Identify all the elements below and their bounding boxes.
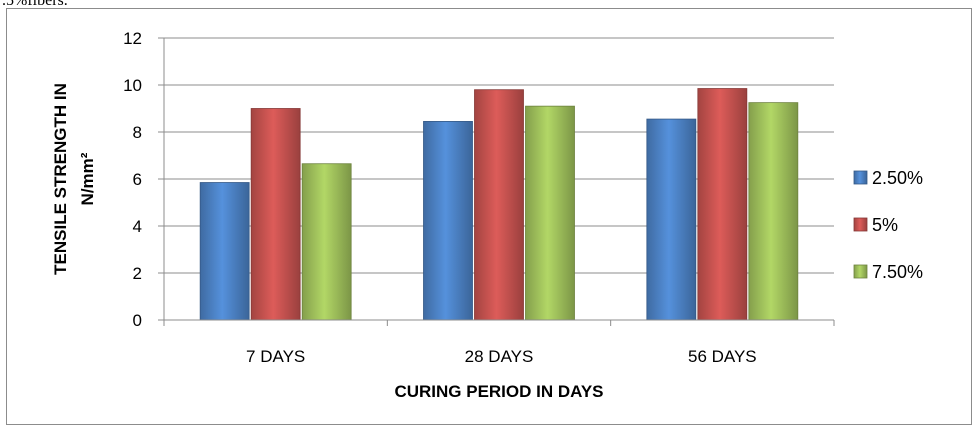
legend-label: 7.50%: [872, 262, 923, 282]
bar-2.50%-28-days: [423, 121, 473, 321]
bar-7.50%-28-days: [525, 105, 575, 321]
bar-2.50%-56-days: [646, 118, 697, 321]
y-tick-label: 8: [133, 123, 142, 142]
axes: [163, 38, 835, 326]
bars: [199, 88, 799, 321]
bar-7.50%-7-days: [301, 163, 352, 321]
bar-2.50%-7-days: [199, 182, 250, 321]
bar-5%-28-days: [474, 89, 524, 321]
x-tick-label: 7 DAYS: [246, 347, 305, 366]
x-tick-label: 56 DAYS: [688, 347, 757, 366]
cut-off-caption: .5%fibers.: [2, 0, 68, 9]
y-axis-title-line1: TENSILE STRENGTH IN: [51, 83, 70, 275]
legend-label: 2.50%: [872, 168, 923, 188]
y-axis-title-line2: N/mm²: [78, 152, 97, 205]
bar-5%-56-days: [697, 88, 748, 321]
x-tick-labels: 7 DAYS 28 DAYS 56 DAYS: [246, 347, 757, 366]
y-tick-label: 0: [133, 311, 142, 330]
y-tick-label: 4: [133, 217, 142, 236]
legend: 2.50% 5% 7.50%: [853, 168, 923, 282]
x-tick-label: 28 DAYS: [465, 347, 534, 366]
bar-7.50%-56-days: [748, 102, 799, 321]
y-tick-label: 12: [123, 29, 142, 48]
legend-label: 5%: [872, 215, 898, 235]
y-tick-label: 6: [133, 170, 142, 189]
y-tick-label: 2: [133, 264, 142, 283]
legend-swatch: [853, 264, 868, 279]
y-tick-labels: 0 2 4 6 8 10 12: [123, 29, 142, 330]
bar-5%-7-days: [250, 108, 301, 321]
y-tick-label: 10: [123, 76, 142, 95]
x-axis-title: CURING PERIOD IN DAYS: [394, 382, 603, 401]
legend-swatch: [853, 217, 868, 232]
legend-swatch: [853, 170, 868, 185]
